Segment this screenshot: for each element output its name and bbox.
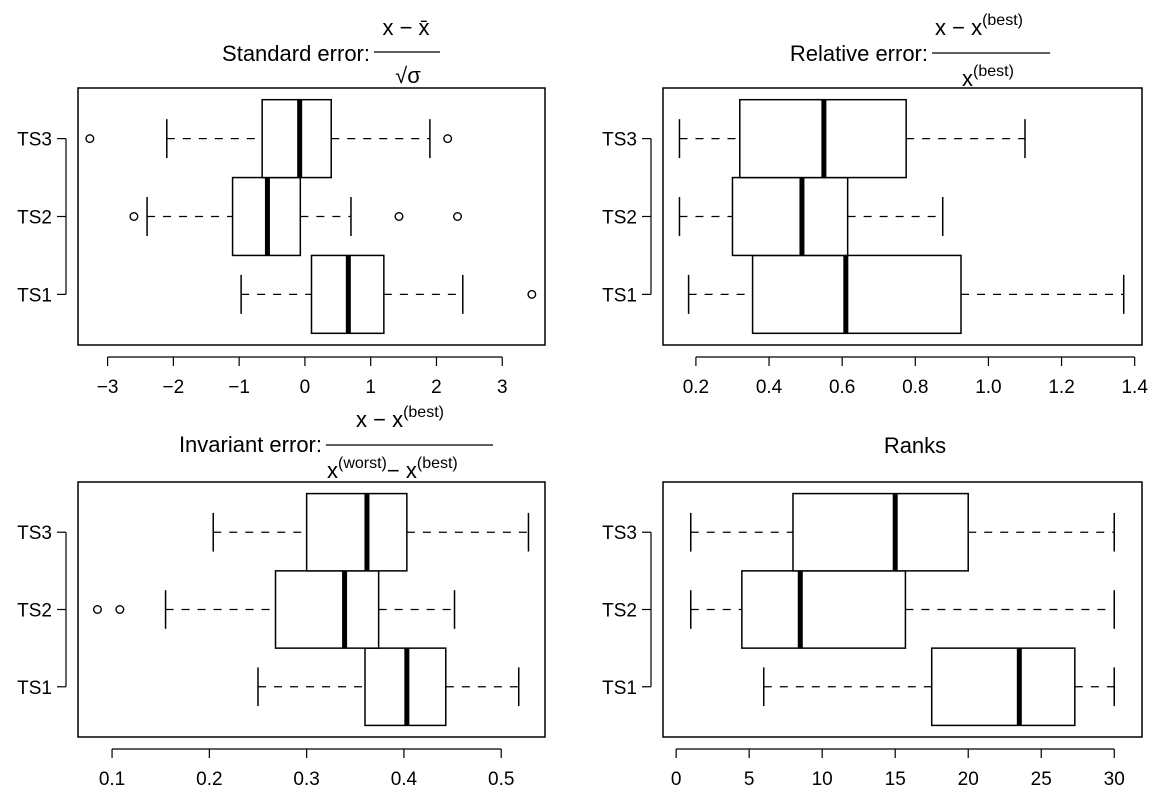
x-tick-label: 0.6 — [829, 377, 855, 398]
outlier-point — [443, 134, 453, 144]
outlier-point — [92, 605, 102, 615]
x-tick-label: 25 — [1031, 769, 1052, 790]
y-tick-label: TS1 — [602, 285, 637, 306]
panel-ranks: 0 5 10 15 20 25 30 TS1 TS2 TS3 — [602, 481, 1143, 790]
panel-1-title-denominator: √σ — [395, 63, 421, 88]
box-ts3 — [689, 492, 1116, 572]
y-tick-label: TS2 — [602, 601, 637, 622]
outlier-point — [115, 605, 125, 615]
x-tick-label: 0.4 — [756, 377, 783, 398]
panel-2-title-denominator: x(best) — [962, 63, 1014, 91]
panel-3-title-denominator2-sup: (best) — [417, 455, 458, 472]
y-tick-label: TS3 — [602, 130, 637, 151]
x-tick-label: 0.1 — [99, 769, 125, 790]
box-ts1 — [687, 254, 1125, 335]
y-tick-label: TS3 — [17, 130, 52, 151]
box-ts2 — [129, 176, 463, 257]
box-ts3 — [678, 98, 1026, 179]
x-tick-label: 15 — [885, 769, 906, 790]
panel-relative-error: 0.2 0.4 0.6 0.8 1.0 1.2 1.4 TS1 TS2 TS3 — [602, 87, 1148, 398]
panel-2-title-denominator-base: x — [962, 66, 973, 91]
panel-2-title-denominator-sup: (best) — [973, 63, 1014, 80]
iqr-box — [731, 176, 849, 257]
box-ts1 — [257, 647, 520, 727]
box-ts2 — [678, 176, 944, 257]
panel-3-title-denominator2-base: − x — [387, 458, 417, 483]
panel-invariant-error: 0.1 0.2 0.3 0.4 0.5 TS1 TS2 TS3 — [17, 481, 546, 790]
x-tick-label: 1.0 — [975, 377, 1001, 398]
outlier-point — [527, 289, 537, 299]
panel-1-title-numerator: x − x̄ — [382, 15, 429, 40]
x-tick-label: 10 — [812, 769, 833, 790]
panel-3-title: Invariant error: x − x(best) x(worst)− x… — [179, 404, 493, 483]
panel-standard-error: −3 −2 −1 0 1 2 3 TS1 TS2 TS3 — [17, 87, 546, 398]
outlier-point — [394, 211, 404, 221]
x-tick-label: 0.2 — [683, 377, 709, 398]
x-tick-label: 1.4 — [1121, 377, 1148, 398]
x-tick-label: 0.4 — [391, 769, 418, 790]
panel-2-title-numerator: x − x(best) — [935, 12, 1023, 40]
iqr-box — [751, 254, 962, 335]
y-tick-label: TS1 — [602, 678, 637, 699]
x-tick-label: 2 — [431, 377, 442, 398]
plot-frame — [77, 87, 546, 346]
y-tick-label: TS2 — [602, 208, 637, 229]
panel-3-title-denominator-sup: (worst) — [338, 455, 387, 472]
plot-frame — [662, 481, 1143, 738]
x-tick-label: 30 — [1104, 769, 1125, 790]
x-tick-label: 0.3 — [293, 769, 319, 790]
x-tick-label: 0.2 — [196, 769, 222, 790]
iqr-box — [305, 492, 408, 572]
y-tick-label: TS3 — [602, 523, 637, 544]
iqr-box — [274, 570, 380, 649]
y-tick-label: TS2 — [17, 601, 52, 622]
x-tick-label: 20 — [958, 769, 979, 790]
iqr-box — [261, 98, 332, 179]
box-ts2 — [689, 570, 1116, 649]
panel-3-title-numerator-sup: (best) — [403, 404, 444, 421]
plot-frame — [662, 87, 1143, 346]
iqr-box — [792, 492, 969, 572]
x-tick-label: 0.8 — [902, 377, 928, 398]
x-tick-label: 3 — [497, 377, 508, 398]
y-tick-label: TS2 — [17, 208, 52, 229]
x-tick-label: 0.5 — [488, 769, 514, 790]
x-tick-label: −3 — [97, 377, 119, 398]
box-ts3 — [85, 98, 453, 179]
outlier-point — [453, 211, 463, 221]
box-ts1 — [240, 254, 537, 335]
y-tick-label: TS3 — [17, 523, 52, 544]
x-tick-label: 0 — [300, 377, 311, 398]
panel-2-title-numerator-base: x − x — [935, 15, 982, 40]
panel-3-title-numerator: x − x(best) — [356, 404, 444, 432]
panel-2-title-numerator-sup: (best) — [982, 12, 1023, 29]
panel-3-title-numerator-base: x − x — [356, 407, 403, 432]
x-tick-label: 5 — [744, 769, 755, 790]
x-tick-label: 1.2 — [1048, 377, 1074, 398]
panel-1-title: Standard error: x − x̄ √σ — [222, 15, 440, 88]
outlier-point — [85, 134, 95, 144]
x-tick-label: −1 — [228, 377, 250, 398]
panel-3-title-denominator-base: x — [327, 458, 338, 483]
panel-2-title: Relative error: x − x(best) x(best) — [790, 12, 1050, 91]
y-tick-label: TS1 — [17, 285, 52, 306]
panel-1-title-prefix: Standard error: — [222, 41, 370, 66]
outlier-point — [129, 211, 139, 221]
panel-3-title-denominator: x(worst)− x(best) — [327, 455, 458, 483]
y-tick-label: TS1 — [17, 678, 52, 699]
x-tick-label: −2 — [163, 377, 185, 398]
panel-3-title-prefix: Invariant error: — [179, 432, 322, 457]
x-tick-label: 0 — [671, 769, 682, 790]
panel-2-title-prefix: Relative error: — [790, 41, 928, 66]
box-ts3 — [212, 492, 530, 572]
panel-4-title: Ranks — [884, 433, 946, 458]
box-ts2 — [92, 570, 456, 649]
box-ts1 — [763, 647, 1116, 727]
x-tick-label: 1 — [365, 377, 376, 398]
iqr-box — [930, 647, 1076, 727]
iqr-box — [741, 570, 907, 649]
plot-frame — [77, 481, 546, 738]
